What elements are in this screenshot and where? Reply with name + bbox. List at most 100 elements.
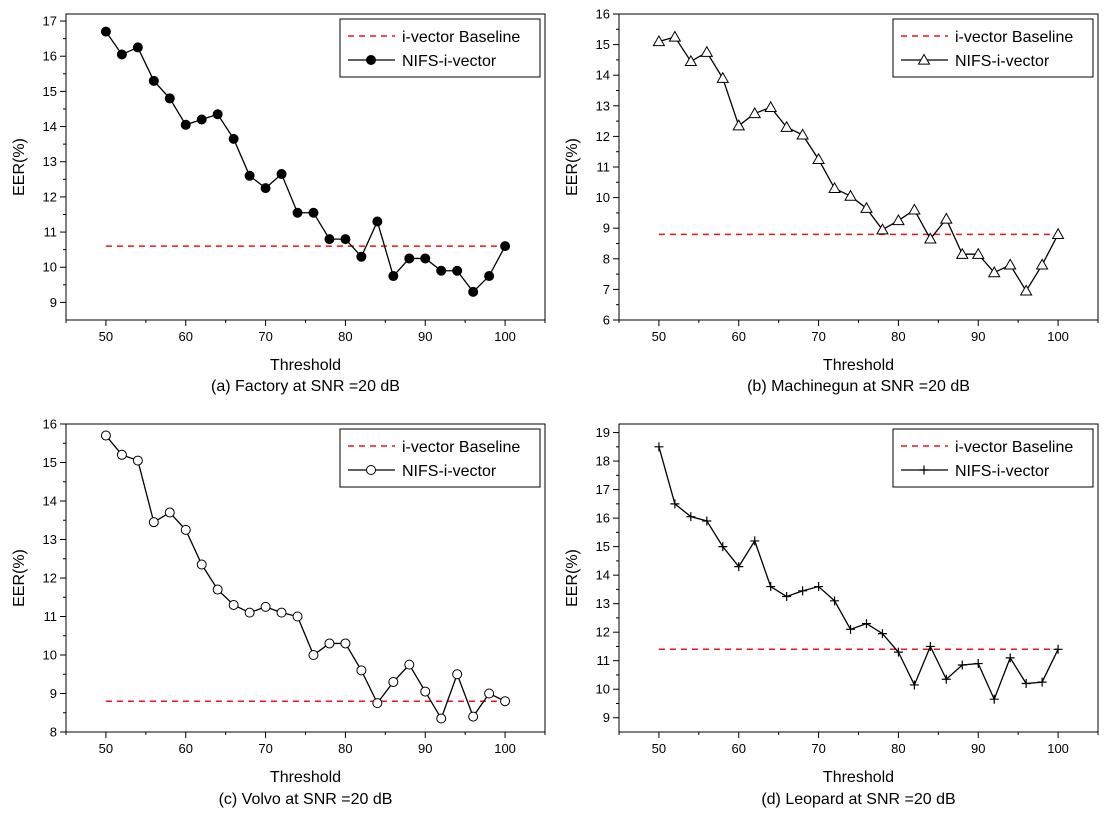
x-tick-label: 80 <box>338 741 352 756</box>
data-point <box>228 599 239 610</box>
data-point <box>292 207 303 218</box>
x-tick-label: 90 <box>971 329 985 344</box>
x-tick-label: 70 <box>811 329 825 344</box>
y-tick-label: 13 <box>43 154 57 169</box>
y-tick-label: 15 <box>596 539 610 554</box>
chart-caption: (b) Machinegun at SNR =20 dB <box>747 378 970 395</box>
data-point <box>340 234 351 245</box>
x-tick-label: 90 <box>418 741 432 756</box>
data-point <box>452 265 463 276</box>
data-point <box>260 183 271 194</box>
data-point <box>700 45 714 57</box>
y-axis-title: EER(%) <box>564 138 581 196</box>
y-tick-label: 17 <box>596 482 610 497</box>
data-point <box>764 100 778 112</box>
data-point <box>388 676 399 687</box>
x-axis-title: Threshold <box>270 357 341 374</box>
legend-marker <box>366 55 376 65</box>
y-tick-label: 9 <box>603 221 610 236</box>
data-point <box>164 93 175 104</box>
data-point <box>340 638 351 649</box>
y-tick-label: 12 <box>43 189 57 204</box>
data-point <box>1021 679 1031 689</box>
chart-panel-d: 50 60 70 80 90 100 9 10 11 12 13 14 15 16 17 18 19 Thresh… <box>553 406 1105 813</box>
data-point <box>116 449 127 460</box>
x-tick-label: 50 <box>99 329 113 344</box>
data-point <box>782 592 792 602</box>
data-point <box>308 207 319 218</box>
data-point <box>244 170 255 181</box>
x-tick-label: 100 <box>494 741 516 756</box>
data-point <box>388 271 399 282</box>
data-point <box>324 638 335 649</box>
data-point <box>732 119 746 131</box>
legend-box <box>892 18 1094 78</box>
data-point <box>796 128 809 140</box>
data-point <box>766 582 776 592</box>
data-point <box>100 26 111 37</box>
y-tick-label: 13 <box>596 596 610 611</box>
y-tick-label: 9 <box>50 686 57 701</box>
chart-caption: (d) Leopard at SNR =20 dB <box>761 791 955 808</box>
data-point <box>973 659 983 669</box>
data-point <box>908 203 921 215</box>
data-point <box>654 442 664 452</box>
chart-svg: 50 60 70 80 90 100 9 10 11 12 13 14 15 16 17 18 19 Thresh… <box>564 423 1099 808</box>
y-tick-label: 12 <box>596 129 610 144</box>
y-tick-label: 14 <box>43 494 57 509</box>
data-point <box>212 584 223 595</box>
data-point <box>812 152 825 164</box>
legend-label-baseline: i-vector Baseline <box>955 29 1073 46</box>
y-tick-label: 10 <box>596 682 610 697</box>
data-point <box>989 694 999 704</box>
data-point <box>846 624 856 634</box>
legend-label-series: NIFS-i-vector <box>402 53 497 70</box>
data-point <box>941 674 951 684</box>
data-point <box>100 430 111 441</box>
data-point <box>844 189 857 201</box>
data-point <box>372 698 383 709</box>
data-point <box>830 596 840 606</box>
y-tick-label: 15 <box>43 84 57 99</box>
y-tick-label: 14 <box>596 568 610 583</box>
data-point <box>1035 258 1049 270</box>
x-tick-label: 70 <box>811 741 825 756</box>
legend-marker <box>917 53 931 65</box>
data-point <box>404 659 415 670</box>
data-point <box>500 696 511 707</box>
y-tick-label: 6 <box>603 313 610 328</box>
series-line <box>658 36 1059 293</box>
y-tick-label: 11 <box>44 609 58 624</box>
x-axis-title: Threshold <box>823 769 894 786</box>
data-point <box>292 611 303 622</box>
y-tick-label: 14 <box>596 68 610 83</box>
data-point <box>308 650 319 660</box>
y-tick-label: 18 <box>596 454 610 469</box>
data-point <box>909 680 919 690</box>
data-point <box>452 669 463 680</box>
chart-svg: 50 60 70 80 90 100 6 7 8 9 10 11 12 13 14 15 16 Threshold… <box>564 7 1099 395</box>
data-point <box>436 713 447 724</box>
series-line <box>658 446 1059 701</box>
data-point <box>1003 258 1017 270</box>
data-point <box>116 49 127 60</box>
data-point <box>132 42 143 53</box>
y-tick-label: 14 <box>43 119 57 134</box>
x-tick-label: 80 <box>891 329 905 344</box>
x-tick-label: 60 <box>179 741 193 756</box>
x-tick-label: 70 <box>258 329 272 344</box>
chart-panel-b: 50 60 70 80 90 100 6 7 8 9 10 11 12 13 14 15 16 Threshold… <box>553 0 1105 406</box>
data-point <box>420 686 431 697</box>
y-tick-label: 11 <box>44 225 58 240</box>
y-tick-label: 15 <box>596 37 610 52</box>
data-point <box>877 629 887 639</box>
chart-caption: (c) Volvo at SNR =20 dB <box>219 791 393 808</box>
x-tick-label: 60 <box>179 329 193 344</box>
data-point <box>372 216 383 227</box>
legend-label-series: NIFS-i-vector <box>955 463 1050 480</box>
data-point <box>684 54 698 67</box>
data-point <box>148 75 159 86</box>
y-tick-label: 8 <box>50 725 57 740</box>
legend-marker <box>366 465 376 475</box>
y-axis-title: EER(%) <box>11 138 28 196</box>
